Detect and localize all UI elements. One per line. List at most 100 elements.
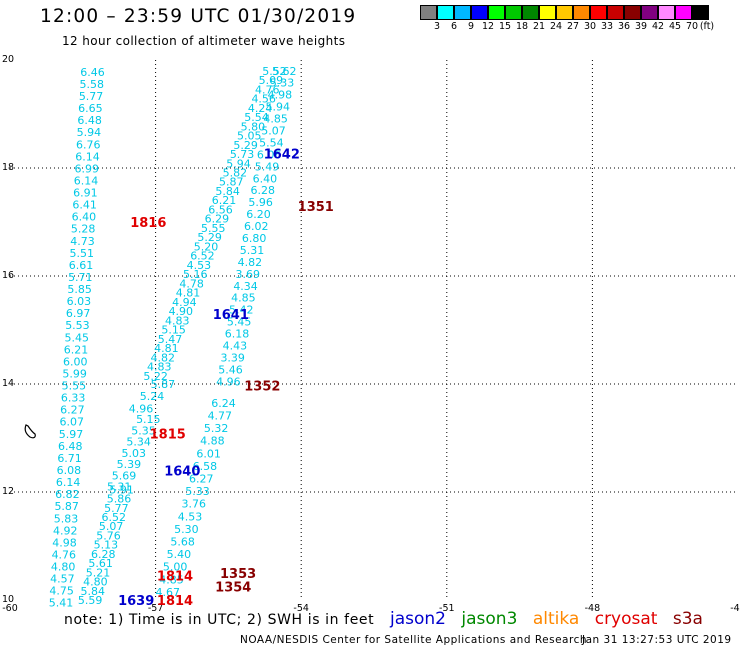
wave-height-value: 5.84	[80, 585, 105, 598]
wave-height-value: 6.28	[250, 184, 275, 197]
wave-height-value: 5.29	[233, 139, 258, 152]
legend-swatch	[675, 5, 692, 20]
wave-height-value: 5.32	[204, 422, 229, 435]
y-tick-label: 14	[2, 378, 14, 389]
wave-height-value: 6.99	[75, 162, 100, 175]
footer-note: note: 1) Time is in UTC; 2) SWH is in fe…	[64, 612, 375, 628]
wave-height-value: 6.29	[205, 213, 230, 226]
wave-height-value: 3.76	[182, 498, 207, 511]
wave-height-value: 6.18	[225, 328, 250, 341]
wave-height-value: 4.82	[238, 256, 263, 269]
wave-height-value: 6.27	[60, 404, 85, 417]
wave-height-value: 4.92	[53, 524, 78, 537]
wave-height-value: 6.65	[78, 102, 103, 115]
satellite-altika: altika	[532, 609, 580, 629]
satellite-jason3: jason3	[461, 609, 518, 629]
wave-height-value: 5.24	[140, 390, 165, 403]
legend-swatch	[658, 5, 675, 20]
wave-height-value: 5.00	[163, 561, 188, 574]
wave-height-value: 4.81	[154, 342, 179, 355]
wave-height-value: 6.56	[208, 203, 233, 216]
wave-height-value: 4.80	[83, 576, 108, 589]
legend-swatch	[488, 5, 505, 20]
wave-height-value: 4.56	[251, 93, 276, 106]
wave-height-value: 5.94	[266, 101, 291, 114]
wave-height-value: 6.27	[189, 473, 214, 486]
wave-height-value: 6.46	[80, 66, 105, 79]
y-tick-label: 18	[2, 162, 14, 173]
wave-height-value: 6.48	[58, 440, 83, 453]
legend-swatch	[522, 5, 539, 20]
wave-height-value: 6.52	[101, 511, 126, 524]
legend-scale-label: 21	[532, 21, 546, 32]
wave-height-value: 5.58	[80, 78, 105, 91]
legend-swatches	[420, 5, 709, 20]
wave-height-value: 4.83	[147, 361, 172, 374]
wave-height-value: 5.47	[158, 333, 183, 346]
wave-height-value: 5.39	[117, 458, 142, 471]
wave-height-value: 5.94	[77, 126, 102, 139]
wave-height-value: 5.68	[170, 536, 195, 549]
wave-height-value: 5.94	[226, 157, 251, 170]
wave-height-value: 4.85	[231, 292, 256, 305]
wave-height-value: 4.78	[179, 277, 204, 290]
wave-height-value: 5.15	[136, 413, 161, 426]
wave-height-value: 6.24	[211, 397, 236, 410]
wave-height-value: 6.76	[76, 138, 101, 151]
pass-time-label: 1352	[244, 380, 280, 395]
wave-height-value: 4.90	[169, 305, 194, 318]
legend-swatch	[607, 5, 624, 20]
wave-height-value: 3.69	[235, 268, 260, 281]
satellite-cryosat: cryosat	[594, 609, 658, 629]
wave-height-value: 5.55	[62, 380, 87, 393]
legend-scale-label: 24	[549, 21, 563, 32]
wave-height-value: 4.73	[70, 235, 95, 248]
wave-height-value: 6.33	[61, 392, 86, 405]
wave-height-value: 6.21	[64, 343, 89, 356]
legend-swatch	[539, 5, 556, 20]
wave-height-value: 4.94	[172, 296, 197, 309]
pass-time-label: 1816	[130, 216, 166, 231]
legend-swatch	[692, 5, 709, 20]
legend-scale-label: 42	[651, 21, 665, 32]
legend-scale-label: 33	[600, 21, 614, 32]
map-title: 12:00 – 23:59 UTC 01/30/2019	[40, 6, 357, 27]
wave-height-value: 4.83	[165, 314, 190, 327]
wave-height-value: 4.34	[233, 280, 258, 293]
wave-height-value: 5.33	[270, 77, 295, 90]
wave-height-value: 6.01	[196, 447, 221, 460]
wave-height-value: 5.97	[59, 428, 84, 441]
map-subtitle: 12 hour collection of altimeter wave hei…	[62, 34, 346, 48]
x-tick-label: -48	[585, 603, 601, 614]
wave-height-value: 4.53	[187, 259, 212, 272]
x-tick-label: -57	[148, 603, 164, 614]
wave-height-value: 4.98	[268, 89, 293, 102]
wave-height-value: 5.54	[244, 111, 269, 124]
wave-height-value: 5.77	[79, 90, 104, 103]
wave-height-value: 5.31	[240, 244, 265, 257]
legend-scale-label: 27	[566, 21, 580, 32]
wave-height-value: 6.07	[59, 416, 84, 429]
pass-time-label: 1640	[164, 464, 200, 479]
wave-height-value: 3.39	[220, 351, 245, 364]
legend-swatch	[624, 5, 641, 20]
wave-height-value: 4.80	[51, 561, 76, 574]
wave-height-value: 5.71	[68, 271, 93, 284]
legend-scale-label: 3	[433, 21, 441, 32]
legend-scale-label: 6	[450, 21, 458, 32]
legend-swatch	[454, 5, 471, 20]
wave-height-value: 4.88	[200, 435, 225, 448]
wave-height-values: 6.465.585.776.656.485.946.766.146.996.14…	[49, 65, 297, 610]
wave-height-value: 4.53	[178, 510, 203, 523]
wave-height-value: 5.09	[259, 74, 284, 87]
wave-height-value: 5.45	[227, 316, 252, 329]
x-tick-label: -60	[2, 603, 18, 614]
wave-height-value: 6.14	[56, 476, 81, 489]
wave-height-value: 6.14	[74, 174, 99, 187]
legend-swatch	[420, 5, 437, 20]
wave-height-value: 5.62	[272, 65, 297, 78]
legend-scale-label: 9	[467, 21, 475, 32]
wave-height-value: 5.07	[99, 520, 124, 533]
wave-height-value: 4.67	[155, 586, 180, 599]
wave-height-value: 4.96	[129, 402, 154, 415]
